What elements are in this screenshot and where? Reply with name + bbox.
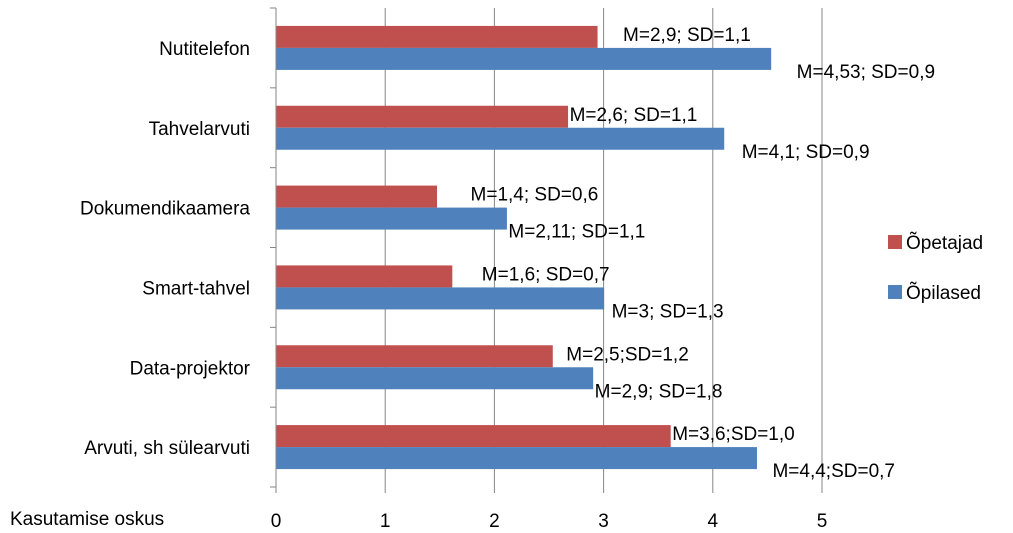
bar-opilased	[276, 367, 594, 390]
data-label: M=2,5;SD=1,2	[566, 344, 689, 365]
legend: Õpetajad Õpilased	[888, 232, 983, 304]
x-axis-label: Kasutamise oskus	[10, 509, 164, 530]
legend-label: Õpetajad	[906, 232, 983, 254]
legend-label: Õpilased	[906, 282, 981, 304]
category-label: Arvuti, sh sülearvuti	[84, 438, 250, 459]
x-tick-label: 2	[489, 511, 500, 532]
data-label: M=4,53; SD=0,9	[797, 62, 935, 83]
data-label: M=3,6;SD=1,0	[672, 424, 795, 445]
gridlines	[384, 8, 823, 487]
category-label: Dokumendikaamera	[80, 199, 250, 220]
data-label: M=4,4;SD=0,7	[772, 461, 895, 482]
bars	[276, 25, 772, 470]
category-label: Smart-tahvel	[142, 278, 250, 299]
data-label: M=2,9; SD=1,8	[595, 381, 723, 402]
data-label: M=4,1; SD=0,9	[742, 142, 870, 163]
bar-opilased	[276, 287, 605, 310]
x-tick-label: 4	[708, 511, 719, 532]
bar-opetajad	[276, 265, 453, 288]
bar-opilased	[276, 447, 757, 470]
data-label: M=2,6; SD=1,1	[570, 105, 698, 126]
bar-opilased	[276, 207, 507, 230]
bar-opetajad	[276, 185, 438, 208]
data-label: M=2,11; SD=1,1	[508, 222, 645, 243]
bar-opilased	[276, 47, 772, 70]
data-labels: M=2,9; SD=1,1 M=4,53; SD=0,9 M=2,6; SD=1,1…	[471, 25, 936, 482]
data-label: M=3; SD=1,3	[612, 301, 724, 322]
x-tick-label: 1	[380, 511, 391, 532]
bar-opetajad	[276, 25, 598, 48]
bar-opilased	[276, 127, 725, 150]
category-label: Nutitelefon	[159, 39, 250, 60]
data-label: M=1,6; SD=0,7	[482, 264, 610, 285]
x-tick-label: 3	[598, 511, 609, 532]
category-label: Data-projektor	[130, 358, 251, 379]
category-label: Tahvelarvuti	[149, 119, 250, 140]
bar-opetajad	[276, 105, 569, 128]
x-tick-label: 5	[817, 511, 828, 532]
legend-swatch	[888, 235, 902, 249]
bar-opetajad	[276, 425, 671, 448]
legend-swatch	[888, 285, 902, 299]
axes: 0 1 2 3 4 5 Nutitelefon Tahvelarvuti Dokumendika…	[80, 7, 828, 532]
bar-opetajad	[276, 345, 553, 368]
data-label: M=1,4; SD=0,6	[471, 185, 599, 206]
data-label: M=2,9; SD=1,1	[623, 25, 751, 46]
x-tick-label: 0	[271, 511, 282, 532]
